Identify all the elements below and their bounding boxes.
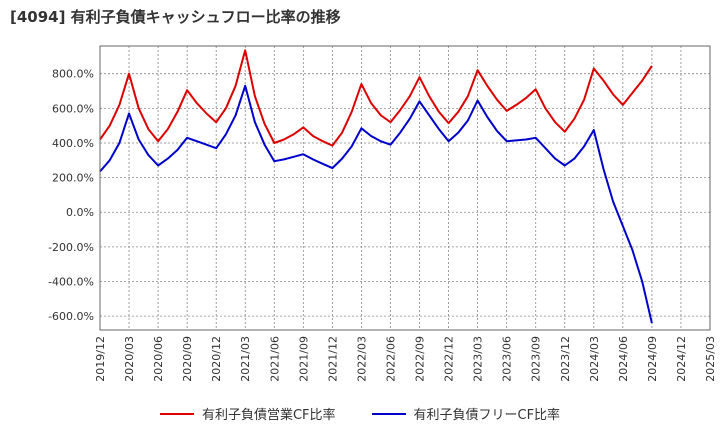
x-tick-label: 2024/09 (646, 336, 659, 382)
x-tick-label: 2023/12 (559, 336, 572, 382)
x-tick-label: 2021/03 (239, 336, 252, 382)
y-tick-label: 400.0% (52, 137, 94, 150)
legend: 有利子負債営業CF比率 有利子負債フリーCF比率 (0, 404, 720, 423)
series-line-free-cf (99, 84, 653, 324)
y-tick-label: 0.0% (66, 206, 94, 219)
x-tick-label: 2024/03 (588, 336, 601, 382)
legend-swatch-blue (371, 412, 406, 415)
y-tick-label: -600.0% (48, 310, 94, 323)
grid-lines (99, 46, 711, 330)
legend-label-operating-cf: 有利子負債営業CF比率 (201, 408, 336, 423)
chart-title: [4094] 有利子負債キャッシュフロー比率の推移 (10, 8, 341, 26)
x-tick-label: 2019/12 (94, 336, 107, 382)
y-tick-label: 800.0% (52, 68, 94, 81)
legend-swatch-red (159, 412, 194, 415)
x-tick-label: 2022/09 (414, 336, 427, 382)
x-tick-label: 2020/12 (210, 336, 223, 382)
series-lines (99, 49, 653, 324)
x-tick-label: 2023/09 (530, 336, 543, 382)
x-tick-label: 2021/12 (326, 336, 339, 382)
series-line-operating-cf (99, 49, 653, 147)
x-axis-ticks: 2019/12 2020/03 2020/06 2020/09 2020/12 2021/… (94, 336, 717, 382)
x-tick-label: 2021/09 (297, 336, 310, 382)
plot-frame (99, 45, 711, 331)
x-tick-label: 2025/03 (704, 336, 717, 382)
y-tick-label: -400.0% (48, 276, 94, 289)
x-tick-label: 2020/09 (181, 336, 194, 382)
x-tick-label: 2022/12 (443, 336, 456, 382)
x-tick-label: 2024/06 (617, 336, 630, 382)
y-tick-label: 600.0% (52, 102, 94, 115)
y-axis-ticks: 800.0% 600.0% 400.0% 200.0% 0.0% -200.0% -400.… (48, 68, 94, 323)
y-tick-label: -200.0% (48, 241, 94, 254)
y-tick-label: 200.0% (52, 172, 94, 185)
x-tick-label: 2020/03 (123, 336, 136, 382)
legend-label-free-cf: 有利子負債フリーCF比率 (413, 408, 561, 423)
x-tick-label: 2024/12 (675, 336, 688, 382)
x-tick-label: 2022/06 (384, 336, 397, 382)
x-tick-label: 2023/06 (501, 336, 514, 382)
legend-item-operating-cf: 有利子負債営業CF比率 (159, 404, 336, 423)
legend-item-free-cf: 有利子負債フリーCF比率 (371, 404, 561, 423)
x-tick-label: 2023/03 (472, 336, 485, 382)
x-tick-label: 2022/03 (355, 336, 368, 382)
x-tick-label: 2020/06 (152, 336, 165, 382)
x-tick-label: 2021/06 (268, 336, 281, 382)
